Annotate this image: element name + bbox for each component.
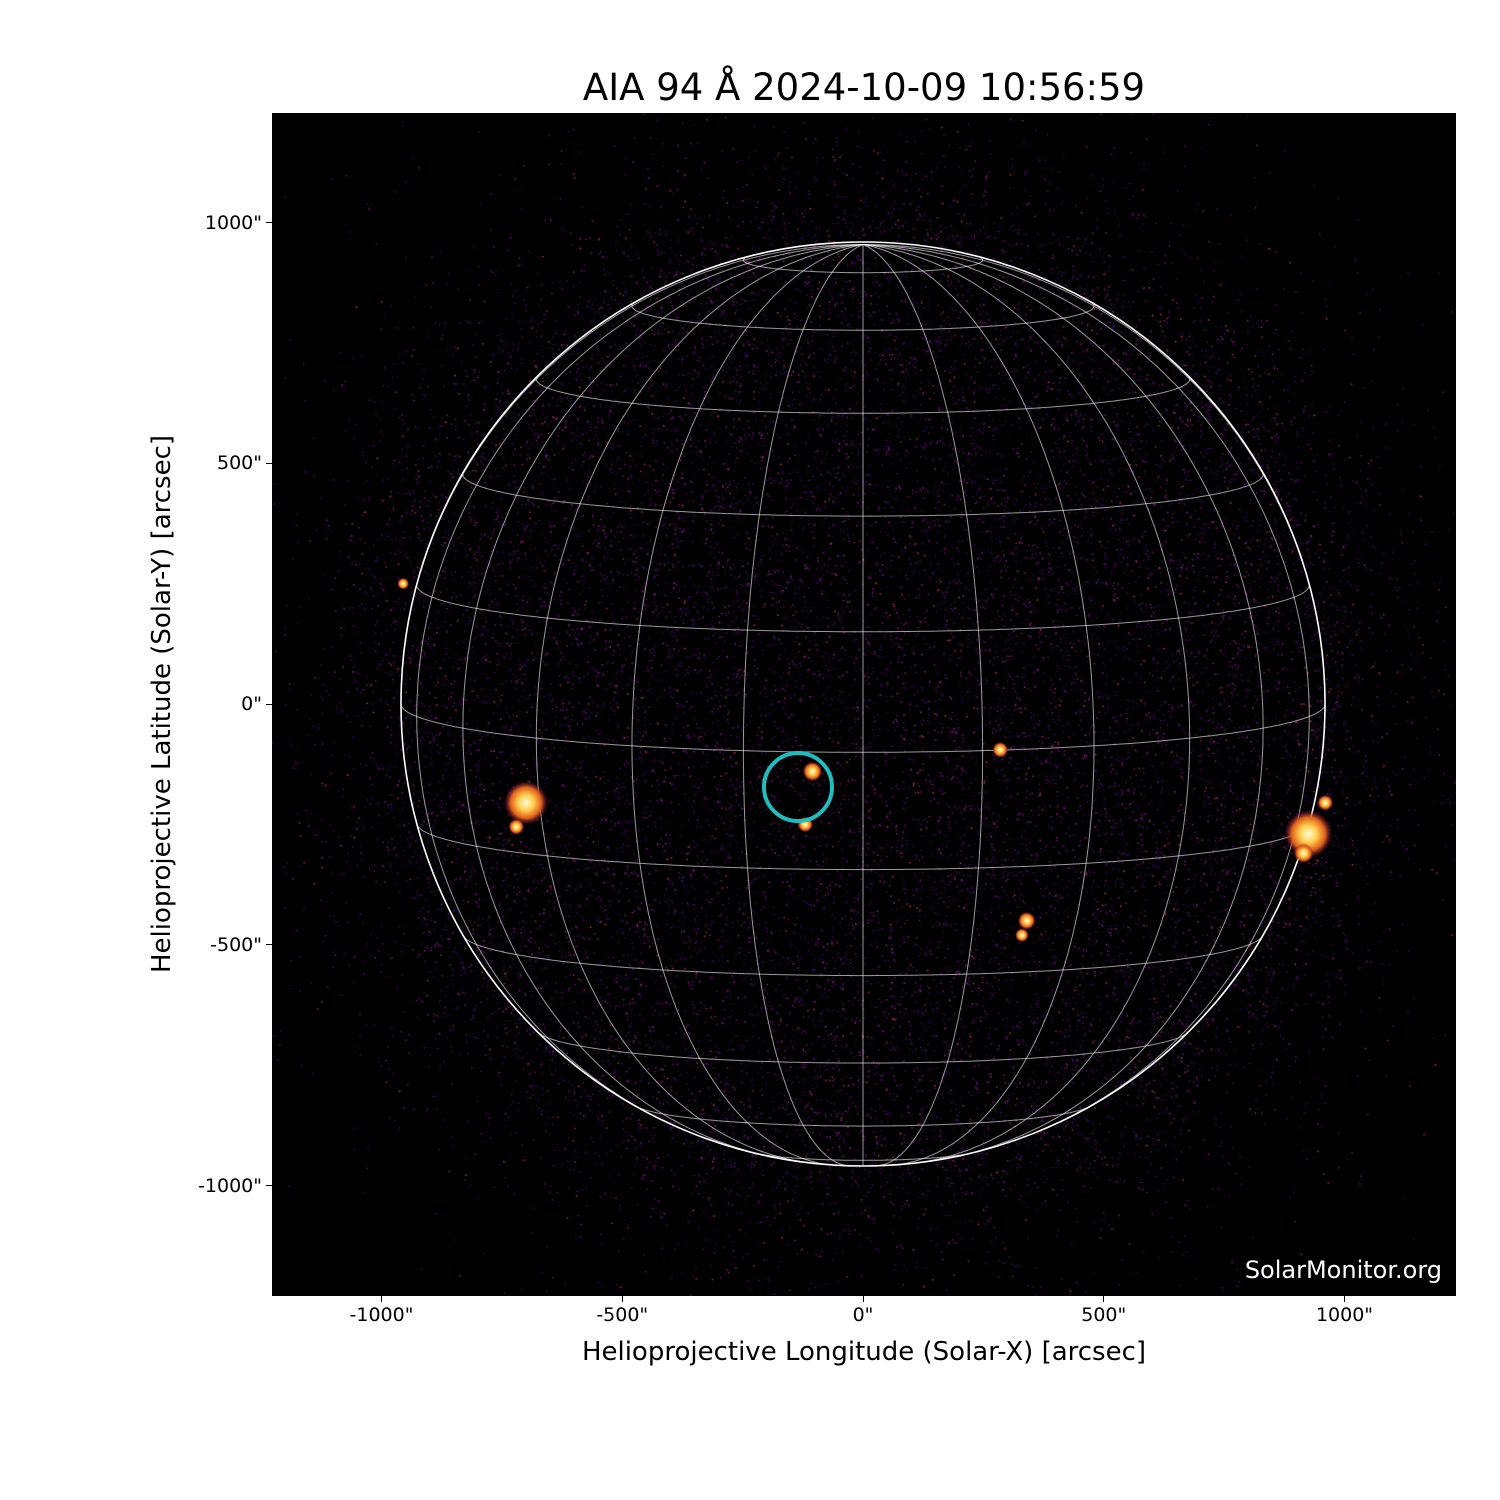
plot-title: AIA 94 Å 2024-10-09 10:56:59 bbox=[582, 66, 1146, 109]
y-axis-label: Helioprojective Latitude (Solar-Y) [arcs… bbox=[147, 434, 177, 974]
meridian-line bbox=[862, 244, 1095, 1166]
solar-image: SolarMonitor.org bbox=[272, 113, 1456, 1296]
x-tick-mark bbox=[621, 1296, 623, 1302]
solar-limb bbox=[400, 241, 1326, 1167]
x-tick-label: 0" bbox=[852, 1304, 874, 1326]
parallel-line bbox=[416, 824, 1310, 871]
highlight-circle bbox=[762, 751, 834, 823]
watermark: SolarMonitor.org bbox=[1244, 1256, 1442, 1284]
y-tick-label: 0" bbox=[241, 693, 262, 715]
active-region bbox=[508, 818, 525, 835]
heliographic-grid-overlay bbox=[397, 241, 1334, 1167]
x-tick-label: -1000" bbox=[349, 1304, 414, 1326]
meridian-line bbox=[862, 244, 984, 1167]
x-tick-mark bbox=[1344, 1296, 1345, 1302]
solar-emission-image bbox=[272, 113, 1456, 1296]
active-region bbox=[503, 780, 548, 825]
x-tick-label: 1000" bbox=[1315, 1304, 1374, 1326]
x-tick-label: 500" bbox=[1081, 1304, 1127, 1326]
parallel-line bbox=[635, 1106, 1091, 1127]
active-region bbox=[1293, 843, 1314, 864]
x-tick-label: -500" bbox=[596, 1304, 649, 1326]
meridian-line bbox=[416, 244, 864, 1133]
y-tick-mark bbox=[266, 462, 272, 464]
y-tick-mark bbox=[266, 703, 272, 705]
parallel-line bbox=[753, 1152, 973, 1161]
meridian-line bbox=[862, 244, 1326, 705]
active-region bbox=[1284, 810, 1333, 859]
y-tick-mark bbox=[266, 944, 272, 946]
y-tick-label: 1000" bbox=[204, 211, 262, 234]
x-axis-label: Helioprojective Longitude (Solar-X) [arc… bbox=[581, 1337, 1147, 1367]
y-tick-mark bbox=[266, 222, 272, 223]
meridian-line bbox=[535, 244, 864, 1164]
active-region bbox=[1317, 794, 1334, 811]
active-region bbox=[802, 761, 823, 782]
active-region bbox=[1017, 911, 1036, 930]
y-tick-label: -500" bbox=[210, 933, 262, 956]
parallel-line bbox=[538, 1032, 1188, 1064]
active-region bbox=[397, 577, 410, 590]
meridian-line bbox=[400, 244, 864, 705]
y-tick-label: -1000" bbox=[198, 1174, 262, 1197]
meridian-line bbox=[742, 244, 864, 1167]
active-region bbox=[1014, 928, 1029, 943]
parallel-line bbox=[463, 936, 1263, 977]
y-tick-label: 500" bbox=[216, 452, 262, 475]
active-region bbox=[992, 741, 1009, 758]
x-tick-mark bbox=[1103, 1296, 1105, 1302]
meridian-line bbox=[462, 244, 864, 1159]
parallel-line bbox=[400, 703, 1326, 753]
parallel-line bbox=[462, 471, 1264, 517]
x-tick-mark bbox=[862, 1296, 864, 1302]
x-tick-mark bbox=[381, 1296, 382, 1302]
meridian-line bbox=[631, 244, 864, 1166]
parallel-line bbox=[742, 257, 984, 274]
y-tick-mark bbox=[266, 1185, 272, 1186]
parallel-line bbox=[631, 301, 1095, 331]
meridian-line bbox=[862, 244, 1264, 1159]
meridian-line bbox=[862, 244, 1191, 1164]
meridian-line bbox=[862, 244, 1310, 1133]
parallel-line bbox=[535, 375, 1191, 414]
parallel-line bbox=[416, 584, 1310, 633]
